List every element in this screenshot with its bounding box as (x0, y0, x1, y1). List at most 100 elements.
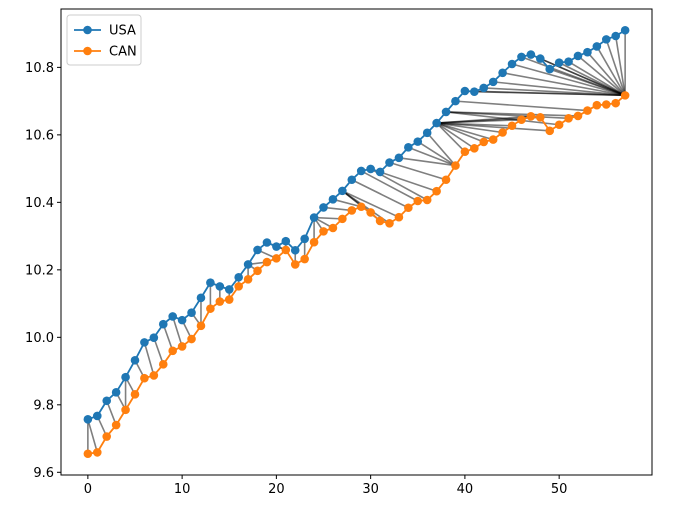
data-point-can (526, 112, 536, 121)
alignment-line (171, 316, 183, 347)
data-point-usa (262, 238, 272, 247)
alignment-line (436, 122, 475, 150)
data-point-can (300, 254, 309, 264)
alignment-line (446, 111, 579, 117)
legend-label-can: CAN (109, 45, 137, 60)
alignment-line (549, 68, 626, 97)
data-point-usa (272, 242, 281, 251)
data-point-can (479, 137, 489, 147)
data-point-can (328, 223, 338, 233)
data-point-usa (149, 333, 159, 342)
data-point-can (215, 297, 225, 306)
data-point-usa (177, 315, 187, 325)
x-tick-label: 50 (551, 482, 568, 497)
x-tick-label: 10 (174, 482, 191, 497)
data-point-can (488, 135, 498, 144)
plot-area (83, 25, 630, 459)
data-point-can (121, 405, 130, 415)
data-point-usa (168, 312, 177, 321)
x-tick-label: 30 (362, 482, 379, 497)
y-tick-label: 10.4 (25, 196, 54, 211)
data-point-usa (432, 118, 441, 128)
data-point-can (309, 237, 319, 247)
data-point-usa (479, 83, 489, 93)
alignment-line (511, 63, 626, 97)
data-point-usa (290, 245, 300, 255)
data-point-can (83, 449, 93, 459)
data-point-can (168, 346, 177, 356)
legend-marker-can (83, 46, 92, 56)
data-point-can (498, 128, 507, 137)
alignment-line (408, 146, 456, 167)
alignment-line (445, 111, 560, 126)
data-point-usa (234, 272, 243, 282)
data-point-can (149, 371, 159, 380)
data-point-can (234, 282, 243, 291)
y-tick-label: 10.6 (25, 128, 54, 143)
data-point-usa (375, 167, 385, 177)
data-point-can (187, 334, 196, 344)
data-point-can (140, 373, 149, 383)
data-point-usa (356, 166, 366, 176)
data-point-can (470, 144, 479, 153)
alignment-line (605, 39, 626, 96)
y-tick-label: 9.6 (33, 466, 54, 481)
alignment-line (323, 206, 352, 212)
x-tick-label: 40 (457, 482, 474, 497)
data-point-usa (554, 58, 564, 67)
data-point-can (356, 202, 366, 212)
data-point-can (583, 106, 592, 115)
data-point-usa (470, 87, 479, 96)
data-point-usa (460, 86, 470, 96)
data-point-can (102, 432, 112, 441)
alignment-line (105, 400, 117, 426)
x-axis: 0 10 20 30 40 50 (84, 475, 568, 497)
alignment-line (455, 100, 588, 112)
data-point-can (177, 342, 187, 351)
data-point-can (262, 257, 272, 267)
alignment-line (351, 179, 409, 209)
data-point-can (517, 115, 526, 124)
data-point-usa (451, 96, 460, 106)
legend-marker-usa (83, 25, 92, 35)
axes-frame (60, 8, 653, 476)
alignment-line (342, 190, 400, 218)
data-point-usa (394, 153, 404, 163)
alignment-line (493, 81, 626, 97)
data-point-usa (620, 25, 630, 35)
alignment-line (436, 122, 494, 141)
alignment-line (398, 157, 456, 167)
data-point-usa (573, 51, 583, 61)
alignment-line (614, 35, 626, 96)
legend: USA CAN (66, 14, 142, 66)
data-point-can (196, 321, 206, 331)
data-point-usa (347, 175, 357, 185)
y-tick-label: 9.8 (33, 398, 54, 413)
data-point-can (620, 91, 630, 100)
alignment-line (332, 198, 362, 208)
y-axis: 9.6 9.8 10.0 10.2 10.4 10.6 10.8 (25, 61, 61, 481)
alignment-line (568, 60, 626, 97)
data-point-can (601, 100, 611, 109)
data-point-usa (309, 213, 319, 222)
data-point-usa (441, 107, 451, 117)
data-point-can (404, 203, 413, 213)
data-point-can (460, 147, 470, 157)
alignment-lines (87, 30, 626, 454)
y-tick-label: 10.8 (25, 61, 54, 76)
alignment-line (596, 46, 626, 96)
data-point-usa (206, 278, 215, 287)
data-point-usa (488, 77, 498, 87)
data-point-can (253, 266, 262, 276)
data-point-can (366, 208, 375, 217)
data-point-can (206, 304, 215, 313)
data-point-can (338, 214, 347, 224)
data-point-usa (102, 396, 112, 406)
alignment-line (360, 170, 419, 202)
data-point-usa (300, 234, 309, 244)
alignment-line (483, 87, 626, 97)
data-point-usa (592, 42, 602, 51)
data-point-can (611, 98, 621, 108)
data-point-can (573, 111, 583, 121)
data-point-can (272, 254, 281, 263)
